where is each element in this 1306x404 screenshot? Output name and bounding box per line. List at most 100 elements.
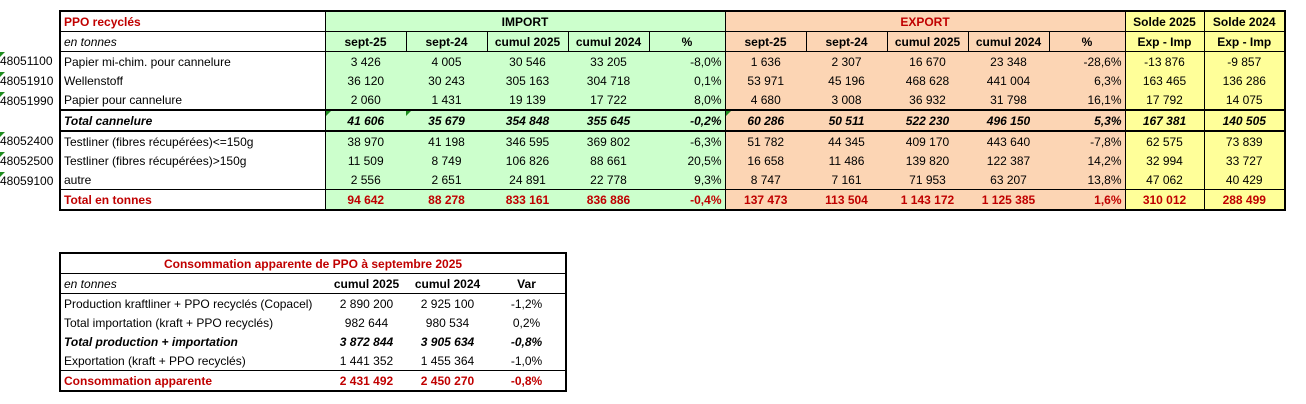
column-header: %: [1049, 31, 1126, 52]
import-value: 33 205: [568, 51, 649, 71]
import-value: 355 645: [568, 109, 649, 131]
solde-value: 167 381: [1125, 109, 1205, 131]
import-value: 346 595: [487, 130, 568, 151]
column-header: Exp - Imp: [1125, 31, 1205, 52]
column-header: Var: [517, 276, 536, 291]
export-header: EXPORT: [725, 11, 1126, 32]
cell-value: 2 925 100: [407, 293, 488, 313]
table-row: Production kraftliner + PPO recyclés (Co…: [60, 293, 567, 313]
solde-value: 288 499: [1204, 189, 1286, 210]
export-value: 44 345: [806, 130, 887, 151]
import-value: 4 005: [406, 51, 487, 71]
column-header: cumul 2024: [568, 31, 650, 52]
cell-value: 3 872 844: [339, 334, 394, 349]
column-header: cumul 2024: [968, 31, 1050, 52]
row-code: 48052400: [0, 132, 54, 148]
solde-value: 136 286: [1204, 71, 1286, 90]
column-header: sept-24: [406, 31, 488, 52]
export-value: 443 640: [968, 130, 1049, 151]
row-label: Testliner (fibres récupérées)<=150g: [60, 130, 326, 151]
row-code: 48059100: [0, 172, 54, 188]
solde-value: -9 857: [1204, 51, 1286, 71]
export-value: 1 143 172: [887, 189, 968, 210]
cell-value: 982 644: [344, 315, 389, 330]
consumption-title-row: Consommation apparente de PPO à septembr…: [60, 253, 567, 274]
column-header: Exp - Imp: [1204, 31, 1286, 52]
solde-value: 62 575: [1125, 130, 1205, 151]
import-value: 304 718: [568, 71, 649, 90]
ppo-trade-table: PPO recyclés IMPORT EXPORT Solde 2025 So…: [59, 10, 1287, 211]
cell-value: 2 431 492: [326, 370, 407, 391]
consumption-table: Consommation apparente de PPO à septembr…: [59, 252, 568, 392]
import-value: 19 139: [487, 90, 568, 110]
table-row: Testliner (fibres récupérées)<=150g 38 9…: [60, 130, 1286, 151]
export-value: 60 286: [725, 109, 806, 131]
import-pct: 0,1%: [649, 71, 726, 90]
import-pct: 9,3%: [649, 170, 726, 190]
cell-value: 0,2%: [512, 315, 541, 330]
import-value: 305 163: [487, 71, 568, 90]
import-value: 836 886: [568, 189, 649, 210]
row-label: Papier mi-chim. pour cannelure: [60, 51, 326, 71]
cell-value: 2 890 200: [326, 293, 407, 313]
unit-label: en tonnes: [64, 276, 117, 291]
import-value: 36 120: [325, 71, 406, 90]
import-header: IMPORT: [325, 11, 726, 32]
cell-value: -1,0%: [510, 353, 543, 368]
solde-value: 33 727: [1204, 151, 1286, 170]
export-value: 122 387: [968, 151, 1049, 170]
solde-value: 17 792: [1125, 90, 1205, 110]
solde-2024-header: Solde 2024: [1204, 11, 1286, 32]
import-pct: 8,0%: [649, 90, 726, 110]
export-value: 16 658: [725, 151, 806, 170]
row-label: Papier pour cannelure: [60, 90, 326, 110]
export-value: 522 230: [887, 109, 968, 131]
export-value: 7 161: [806, 170, 887, 190]
table-row: Papier mi-chim. pour cannelure 3 426 4 0…: [60, 51, 1286, 71]
export-pct: 5,3%: [1049, 109, 1126, 131]
column-header: cumul 2024: [414, 276, 481, 291]
row-label: Production kraftliner + PPO recyclés (Co…: [60, 293, 326, 313]
solde-value: 14 075: [1204, 90, 1286, 110]
cell-value: 980 534: [425, 315, 470, 330]
solde-value: 140 505: [1204, 109, 1286, 131]
import-pct: 20,5%: [649, 151, 726, 170]
import-value: 354 848: [487, 109, 568, 131]
row-code: 48051990: [0, 92, 54, 108]
import-value: 8 749: [406, 151, 487, 170]
import-value: 30 243: [406, 71, 487, 90]
cell-value: -1,2%: [488, 293, 567, 313]
cell-value: 1 455 364: [420, 353, 475, 368]
import-pct: -0,4%: [649, 189, 726, 210]
import-value: 41 606: [325, 109, 406, 131]
export-value: 137 473: [725, 189, 806, 210]
export-value: 2 307: [806, 51, 887, 71]
cell-value: 1 441 352: [339, 353, 394, 368]
export-pct: -7,8%: [1049, 130, 1126, 151]
unit-label: en tonnes: [60, 31, 326, 52]
export-value: 139 820: [887, 151, 968, 170]
table-row: Papier pour cannelure 2 060 1 431 19 139…: [60, 90, 1286, 110]
export-value: 50 511: [806, 109, 887, 131]
table-title: PPO recyclés: [60, 11, 326, 32]
import-value: 2 556: [325, 170, 406, 190]
import-value: 22 778: [568, 170, 649, 190]
table-row: Total production + importation 3 872 844…: [60, 332, 566, 351]
export-value: 53 971: [725, 71, 806, 90]
export-value: 3 008: [806, 90, 887, 110]
row-code: 48051910: [0, 72, 54, 88]
import-value: 88 661: [568, 151, 649, 170]
row-label: Total importation (kraft + PPO recyclés): [64, 315, 274, 330]
export-value: 23 348: [968, 51, 1049, 71]
export-value: 468 628: [887, 71, 968, 90]
export-value: 31 798: [968, 90, 1049, 110]
import-value: 24 891: [487, 170, 568, 190]
solde-value: 32 994: [1125, 151, 1205, 170]
import-pct: -0,2%: [649, 109, 726, 131]
import-value: 88 278: [406, 189, 487, 210]
import-value: 106 826: [487, 151, 568, 170]
solde-value: -13 876: [1125, 51, 1205, 71]
row-label: Total en tonnes: [60, 189, 326, 210]
export-value: 1 125 385: [968, 189, 1049, 210]
row-label: Consommation apparente: [60, 370, 326, 391]
